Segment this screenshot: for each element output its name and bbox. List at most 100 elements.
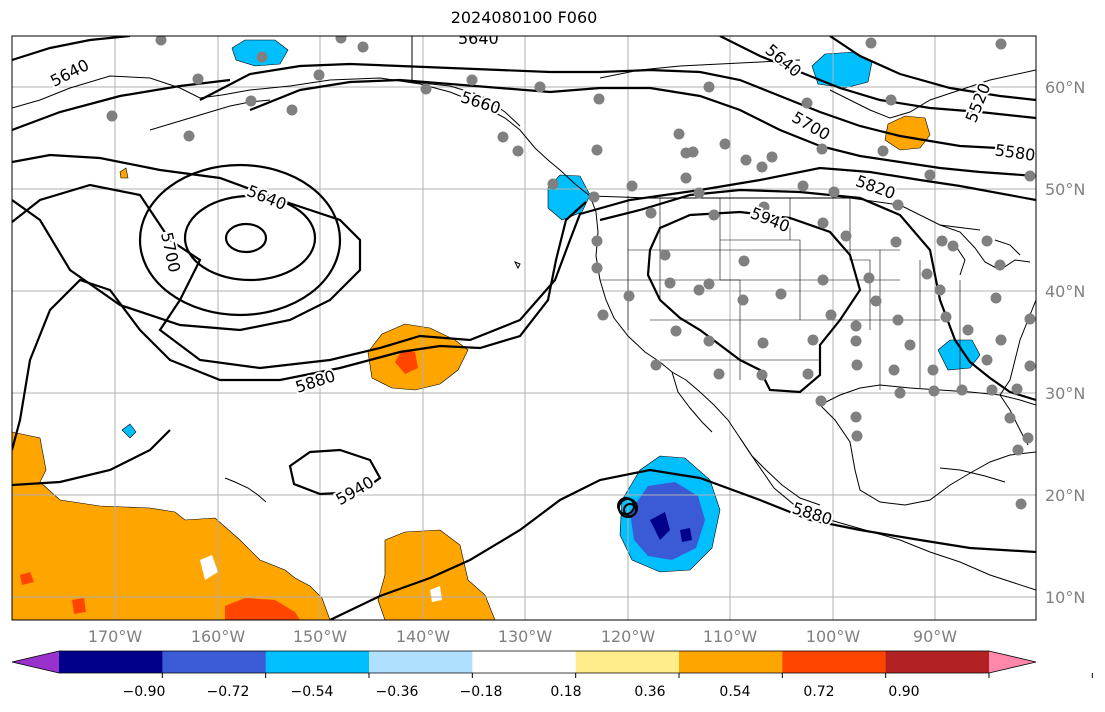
lat-label-20: 20°N <box>1045 486 1086 505</box>
contour-5940-us <box>646 210 862 394</box>
alaska-coast <box>12 75 591 197</box>
contour-label: 5640 <box>47 55 92 90</box>
shade-positive-pacific-small <box>119 167 129 179</box>
colorbar-segment <box>369 651 473 673</box>
contour-5640-north <box>249 78 1036 178</box>
lon-label-130w: 130°W <box>497 627 553 646</box>
contour-label: 5640 <box>244 181 289 214</box>
contour-label: 5640 <box>762 40 805 81</box>
contour-5700-low <box>138 163 342 317</box>
hudson-coast <box>829 69 1036 119</box>
hawaii <box>224 477 267 503</box>
contour-5520 <box>719 36 1036 120</box>
contour-5640-low <box>183 194 317 282</box>
lon-label-110w: 110°W <box>702 627 758 646</box>
great-lakes <box>939 224 1031 276</box>
shade-negative-mexico-core <box>650 512 670 540</box>
graticule <box>12 36 1036 620</box>
colorbar-tick: 0.18 <box>550 684 582 700</box>
contour-5880 <box>12 201 587 451</box>
contour-label: 5940 <box>332 472 377 509</box>
plot-title: 2024080100 F060 <box>450 8 598 27</box>
colorbar-tick: 0.72 <box>803 684 835 700</box>
colorbar-tick: 0.36 <box>634 684 666 700</box>
colorbar-tick: −0.90 <box>122 684 166 700</box>
colorbar-tick: −0.54 <box>290 684 334 700</box>
colorbar-segment <box>885 651 990 673</box>
hawaii-small <box>513 261 521 270</box>
shade-negative-hudson <box>811 51 873 89</box>
lat-label-10: 10°N <box>1045 588 1086 607</box>
contour-5700-north <box>12 36 131 62</box>
lat-label-60: 60°N <box>1045 78 1086 97</box>
shade-hole-2 <box>430 586 442 602</box>
colorbar-segment <box>59 651 163 673</box>
alaska-panhandle <box>411 36 521 127</box>
lon-label-90w: 90°W <box>912 627 958 646</box>
colorbar-tick: 0.54 <box>719 684 751 700</box>
storm-marker <box>617 497 638 518</box>
contour-label: 5880 <box>293 366 338 397</box>
shade-strong-sw-1 <box>225 598 300 620</box>
map-frame <box>11 35 1037 621</box>
us-gulf <box>819 384 1036 406</box>
lat-label-50: 50°N <box>1045 180 1086 199</box>
contour-label: 5700 <box>157 230 184 274</box>
lon-label-170w: 170°W <box>87 627 143 646</box>
contour-label: 5580 <box>994 140 1037 164</box>
contour-5460 <box>829 36 1036 102</box>
shade-hole-1 <box>200 555 218 580</box>
arctic-coast <box>599 59 801 79</box>
contour-5820 <box>12 166 1036 370</box>
lat-label-40: 40°N <box>1045 282 1086 301</box>
colorbar-tick: −0.36 <box>375 684 419 700</box>
colorbar-segment <box>162 651 267 673</box>
low-center <box>224 222 268 254</box>
map-layers: 5640 5640 5640 5640 5700 5700 5520 5580 … <box>12 29 1037 620</box>
shade-negative-mexico-core2 <box>680 528 692 542</box>
colorbar-extend-high <box>989 651 1036 673</box>
colorbar-segment <box>265 651 370 673</box>
colorbar-segment <box>679 651 783 673</box>
colorbar-segment <box>472 651 577 673</box>
contour-5940-pacific <box>288 448 382 496</box>
colorbar-segment <box>575 651 680 673</box>
lon-label-160w: 160°W <box>190 627 246 646</box>
contour-5580 <box>199 62 1036 152</box>
contour-label: 5700 <box>789 108 834 145</box>
contour-5880-lower <box>12 429 171 487</box>
shade-positive-canada <box>884 115 931 151</box>
lon-label-140w: 140°W <box>395 627 451 646</box>
contour-label: 5660 <box>459 87 504 118</box>
lon-label-120w: 120°W <box>600 627 656 646</box>
lon-label-100w: 100°W <box>805 627 861 646</box>
colorbar-outline <box>11 650 1037 674</box>
shade-positive-central <box>367 323 469 391</box>
colorbar-extend-low <box>12 651 59 673</box>
colorbar <box>11 650 1093 678</box>
station-markers <box>106 36 1036 510</box>
shade-strong-central <box>395 350 418 374</box>
coastlines <box>12 36 1036 591</box>
mexico-pacific <box>739 437 1036 591</box>
contour-label: 5640 <box>458 29 499 48</box>
lon-label-150w: 150°W <box>292 627 348 646</box>
height-contours <box>12 36 1036 620</box>
us-west-coast <box>589 195 687 381</box>
canada-us-border <box>589 195 981 231</box>
lat-label-30: 30°N <box>1045 384 1086 403</box>
contour-5760 <box>12 153 362 332</box>
contour-5880-south <box>329 468 1036 620</box>
colorbar-tick: −0.72 <box>206 684 250 700</box>
shade-positive-sw <box>12 431 331 620</box>
shade-strong-sw-3 <box>72 598 86 614</box>
baja <box>671 371 713 433</box>
shade-negative-pacific-small <box>121 423 137 439</box>
colorbar-tick: −0.18 <box>459 684 503 700</box>
gulf-coast <box>819 404 1036 506</box>
contour-label: 5940 <box>748 203 793 236</box>
shade-strong-sw-2 <box>20 572 34 585</box>
cuba <box>939 467 1006 483</box>
colorbar-segment <box>782 651 887 673</box>
